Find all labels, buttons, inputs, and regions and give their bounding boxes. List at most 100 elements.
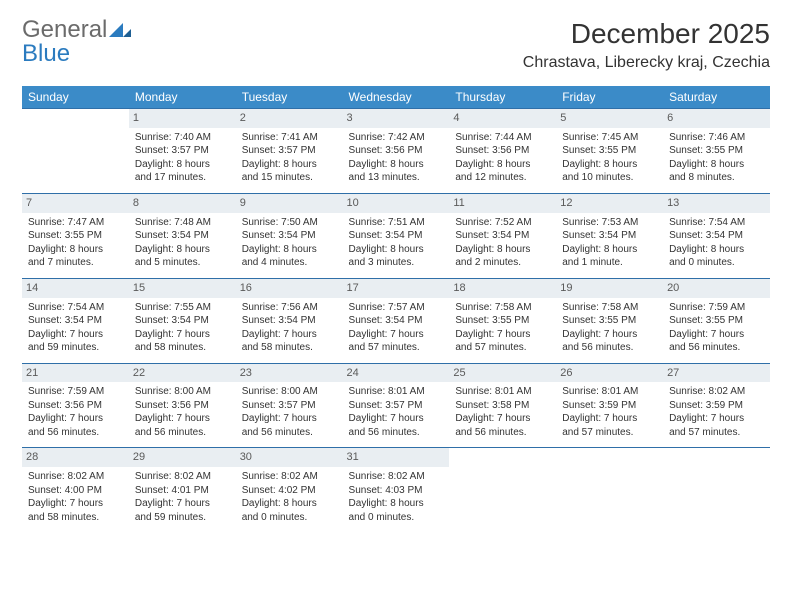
day-ss: Sunset: 3:57 PM [135, 144, 230, 158]
day-d2: and 0 minutes. [349, 511, 444, 525]
day-d2: and 0 minutes. [669, 256, 764, 270]
day-d1: Daylight: 7 hours [669, 328, 764, 342]
day-ss: Sunset: 4:00 PM [28, 484, 123, 498]
title-block: December 2025 Chrastava, Liberecky kraj,… [523, 18, 770, 72]
day-cell: 5Sunrise: 7:45 AMSunset: 3:55 PMDaylight… [556, 109, 663, 194]
day-ss: Sunset: 3:54 PM [669, 229, 764, 243]
weekday-header: Monday [129, 86, 236, 109]
day-number: 4 [449, 109, 556, 128]
day-d2: and 12 minutes. [455, 171, 550, 185]
day-d2: and 56 minutes. [669, 341, 764, 355]
day-d2: and 17 minutes. [135, 171, 230, 185]
day-ss: Sunset: 3:54 PM [349, 229, 444, 243]
day-cell: 29Sunrise: 8:02 AMSunset: 4:01 PMDayligh… [129, 448, 236, 532]
logo-mark-icon [109, 21, 131, 42]
day-number: 20 [663, 279, 770, 298]
day-d1: Daylight: 7 hours [349, 328, 444, 342]
day-number: 17 [343, 279, 450, 298]
calendar-table: Sunday Monday Tuesday Wednesday Thursday… [22, 86, 770, 532]
day-number: 28 [22, 448, 129, 467]
day-sr: Sunrise: 8:01 AM [562, 385, 657, 399]
weekday-header: Tuesday [236, 86, 343, 109]
day-number: 6 [663, 109, 770, 128]
day-d1: Daylight: 8 hours [562, 158, 657, 172]
day-d1: Daylight: 8 hours [349, 497, 444, 511]
day-number: 24 [343, 364, 450, 383]
day-sr: Sunrise: 8:00 AM [242, 385, 337, 399]
day-sr: Sunrise: 7:47 AM [28, 216, 123, 230]
day-number: 14 [22, 279, 129, 298]
day-d1: Daylight: 8 hours [562, 243, 657, 257]
day-d2: and 8 minutes. [669, 171, 764, 185]
day-d2: and 58 minutes. [242, 341, 337, 355]
day-sr: Sunrise: 8:02 AM [242, 470, 337, 484]
day-number: 25 [449, 364, 556, 383]
week-row: 21Sunrise: 7:59 AMSunset: 3:56 PMDayligh… [22, 363, 770, 448]
day-ss: Sunset: 3:57 PM [242, 144, 337, 158]
day-ss: Sunset: 3:54 PM [455, 229, 550, 243]
day-sr: Sunrise: 8:01 AM [455, 385, 550, 399]
day-ss: Sunset: 3:54 PM [242, 229, 337, 243]
day-number: 13 [663, 194, 770, 213]
day-number: 9 [236, 194, 343, 213]
day-ss: Sunset: 4:01 PM [135, 484, 230, 498]
day-cell [22, 109, 129, 194]
day-ss: Sunset: 3:54 PM [242, 314, 337, 328]
day-d1: Daylight: 7 hours [669, 412, 764, 426]
day-sr: Sunrise: 7:50 AM [242, 216, 337, 230]
day-d2: and 57 minutes. [349, 341, 444, 355]
day-d1: Daylight: 7 hours [135, 412, 230, 426]
day-d1: Daylight: 8 hours [669, 158, 764, 172]
day-d2: and 56 minutes. [28, 426, 123, 440]
day-cell [556, 448, 663, 532]
day-d1: Daylight: 8 hours [242, 243, 337, 257]
day-d2: and 0 minutes. [242, 511, 337, 525]
day-d2: and 4 minutes. [242, 256, 337, 270]
day-number: 5 [556, 109, 663, 128]
day-cell: 9 Sunrise: 7:50 AMSunset: 3:54 PMDaylight… [236, 193, 343, 278]
day-sr: Sunrise: 8:02 AM [669, 385, 764, 399]
day-sr: Sunrise: 8:01 AM [349, 385, 444, 399]
day-sr: Sunrise: 7:42 AM [349, 131, 444, 145]
day-ss: Sunset: 3:54 PM [28, 314, 123, 328]
day-d1: Daylight: 7 hours [28, 497, 123, 511]
day-number: 11 [449, 194, 556, 213]
day-sr: Sunrise: 7:54 AM [28, 301, 123, 315]
day-d2: and 56 minutes. [135, 426, 230, 440]
day-d2: and 13 minutes. [349, 171, 444, 185]
day-number: 31 [343, 448, 450, 467]
day-ss: Sunset: 3:57 PM [242, 399, 337, 413]
day-ss: Sunset: 3:58 PM [455, 399, 550, 413]
day-number: 16 [236, 279, 343, 298]
weekday-header: Wednesday [343, 86, 450, 109]
day-d1: Daylight: 7 hours [242, 412, 337, 426]
day-cell: 31Sunrise: 8:02 AMSunset: 4:03 PMDayligh… [343, 448, 450, 532]
day-d1: Daylight: 8 hours [669, 243, 764, 257]
day-ss: Sunset: 3:55 PM [562, 314, 657, 328]
day-cell: 6Sunrise: 7:46 AMSunset: 3:55 PMDaylight… [663, 109, 770, 194]
day-number: 18 [449, 279, 556, 298]
day-cell: 14Sunrise: 7:54 AMSunset: 3:54 PMDayligh… [22, 278, 129, 363]
day-d1: Daylight: 7 hours [349, 412, 444, 426]
day-cell: 10Sunrise: 7:51 AMSunset: 3:54 PMDayligh… [343, 193, 450, 278]
day-d1: Daylight: 8 hours [135, 158, 230, 172]
day-cell: 3Sunrise: 7:42 AMSunset: 3:56 PMDaylight… [343, 109, 450, 194]
week-row: 1Sunrise: 7:40 AMSunset: 3:57 PMDaylight… [22, 109, 770, 194]
day-sr: Sunrise: 7:40 AM [135, 131, 230, 145]
day-number: 22 [129, 364, 236, 383]
day-d1: Daylight: 8 hours [455, 158, 550, 172]
day-number: 19 [556, 279, 663, 298]
day-number: 1 [129, 109, 236, 128]
day-sr: Sunrise: 7:54 AM [669, 216, 764, 230]
day-cell: 28Sunrise: 8:02 AMSunset: 4:00 PMDayligh… [22, 448, 129, 532]
day-cell: 11Sunrise: 7:52 AMSunset: 3:54 PMDayligh… [449, 193, 556, 278]
day-sr: Sunrise: 7:57 AM [349, 301, 444, 315]
day-sr: Sunrise: 7:52 AM [455, 216, 550, 230]
day-d2: and 57 minutes. [562, 426, 657, 440]
day-cell: 27Sunrise: 8:02 AMSunset: 3:59 PMDayligh… [663, 363, 770, 448]
day-ss: Sunset: 3:54 PM [562, 229, 657, 243]
day-cell: 19Sunrise: 7:58 AMSunset: 3:55 PMDayligh… [556, 278, 663, 363]
weekday-header: Thursday [449, 86, 556, 109]
day-ss: Sunset: 3:55 PM [562, 144, 657, 158]
day-ss: Sunset: 3:55 PM [669, 144, 764, 158]
